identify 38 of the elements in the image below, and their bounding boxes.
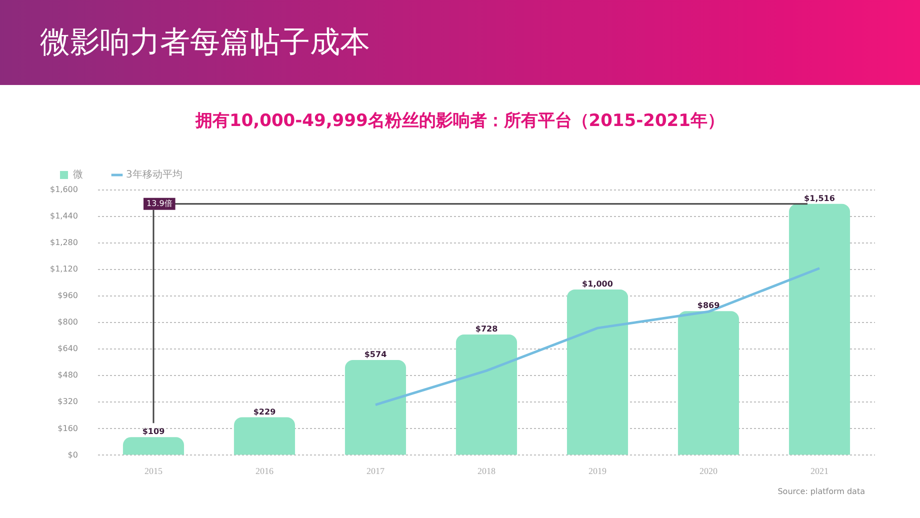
legend-label: 微	[73, 170, 83, 181]
y-tick-label: $1,440	[50, 212, 78, 221]
x-tick-label: 2017	[366, 466, 385, 476]
y-tick-label: $160	[58, 424, 78, 433]
y-tick-label: $640	[58, 344, 78, 354]
x-tick-label: 2020	[700, 466, 718, 476]
bar	[788, 204, 850, 455]
data-label: $574	[364, 350, 388, 360]
bar	[566, 289, 628, 455]
y-tick-label: $1,600	[50, 185, 78, 194]
y-tick-label: $960	[58, 291, 78, 300]
data-label: $1,516	[804, 194, 836, 203]
ref-line-label: 13.9倍	[146, 199, 172, 208]
data-label: $869	[697, 301, 720, 310]
x-tick-label: 2018	[477, 466, 496, 476]
x-tick-label: 2015	[144, 466, 163, 476]
bar	[344, 360, 406, 455]
data-label: $1,000	[582, 280, 614, 289]
x-tick-label: 2021	[810, 466, 828, 476]
x-tick-label: 2016	[255, 466, 274, 476]
chart-subtitle: 拥有10,000-49,999名粉丝的影响者：所有平台（2015-2021年）	[194, 110, 726, 132]
data-label: $109	[142, 427, 166, 436]
x-tick-label: 2019	[588, 466, 607, 476]
y-tick-label: $800	[58, 318, 78, 327]
y-tick-label: $1,280	[50, 238, 78, 248]
bar	[678, 311, 740, 455]
data-label: $728	[475, 324, 498, 334]
y-tick-label: $480	[58, 370, 78, 380]
data-label: $229	[253, 407, 276, 416]
y-tick-label: $1,120	[50, 264, 78, 274]
bar	[234, 417, 296, 455]
legend-label: 3年移动平均	[126, 168, 182, 181]
y-tick-label: $0	[68, 450, 78, 460]
bar	[456, 334, 518, 455]
chart-title: 微影响力者每篇帖子成本	[40, 24, 370, 62]
y-tick-label: $320	[58, 397, 78, 406]
bar	[122, 437, 184, 455]
source-note: Source: platform data	[778, 487, 865, 496]
